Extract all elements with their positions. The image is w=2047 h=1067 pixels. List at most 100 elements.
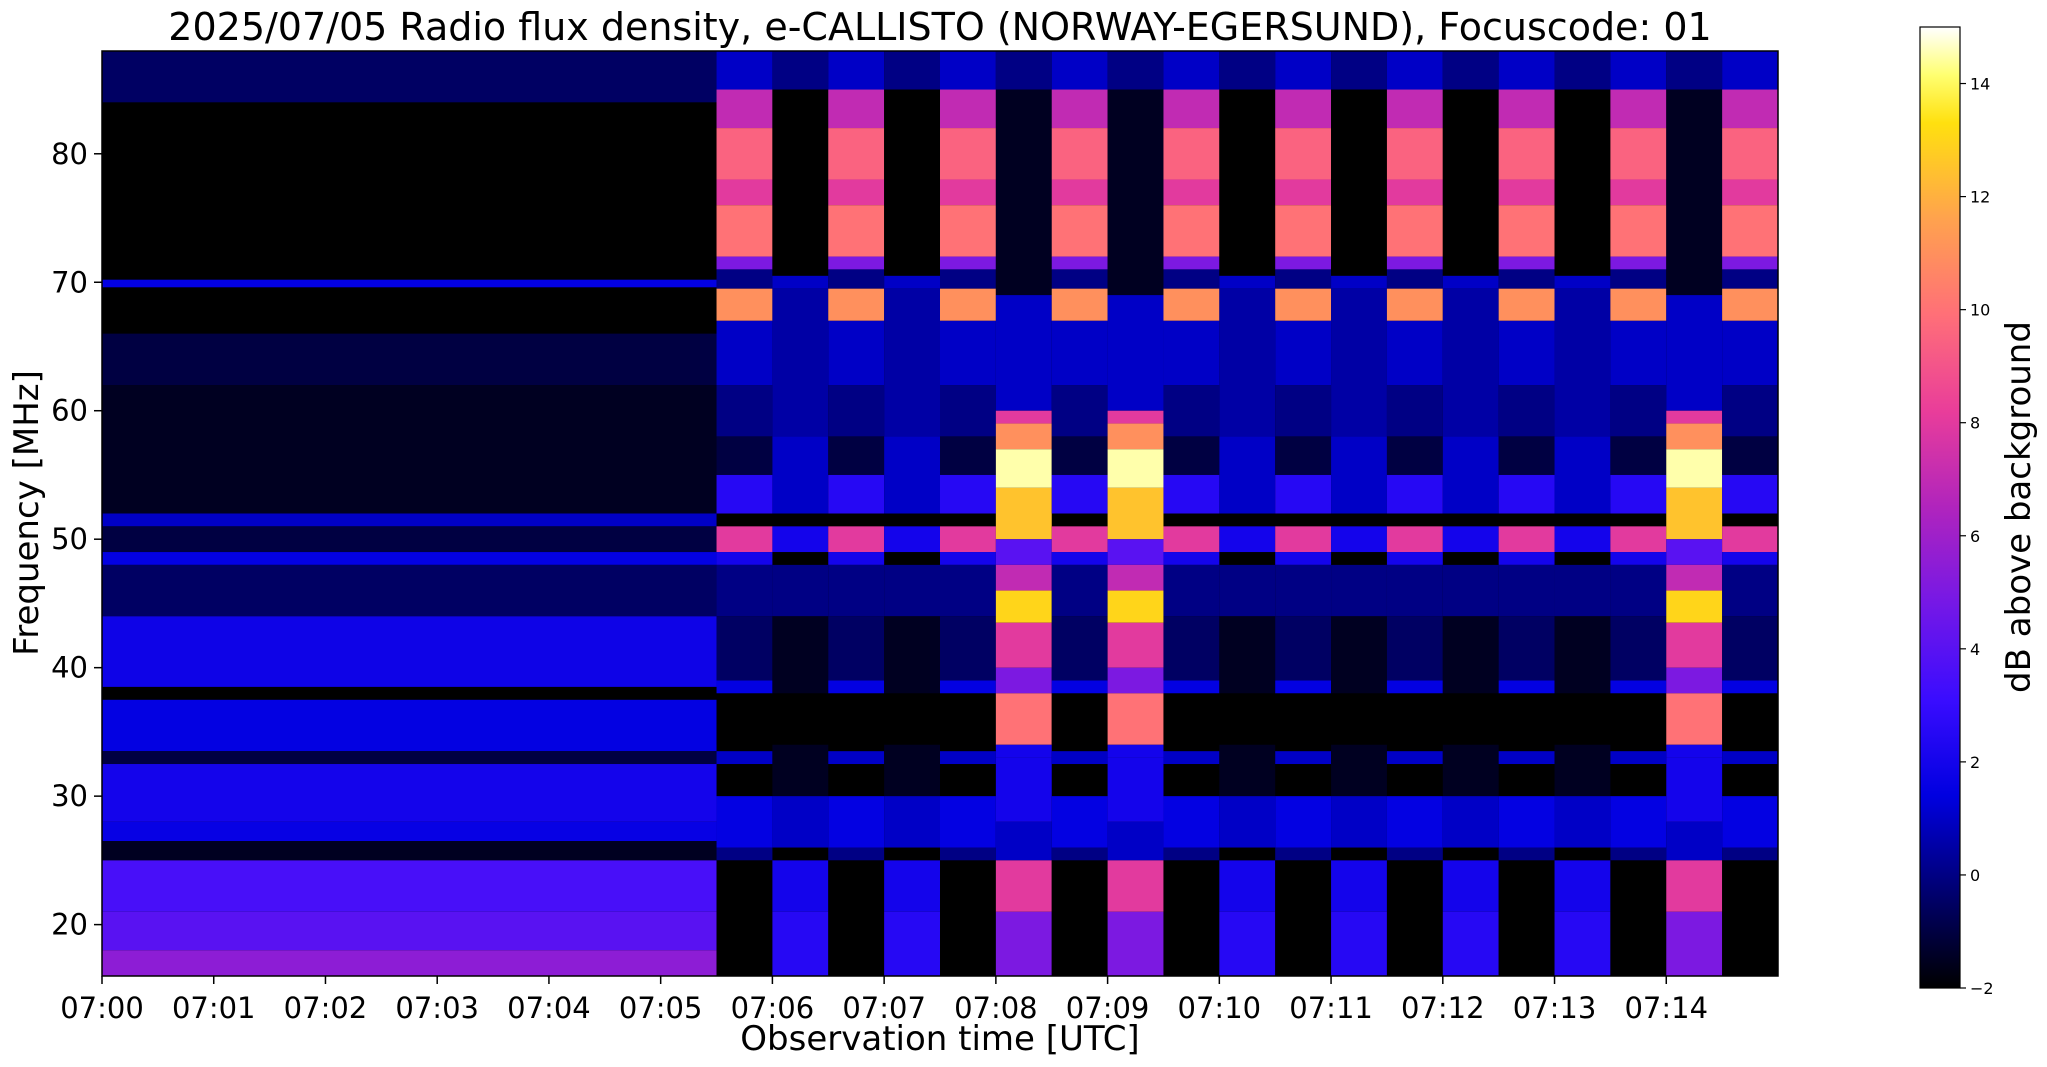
spectrogram-band <box>940 256 996 270</box>
spectrogram-band <box>1051 564 1108 617</box>
spectrogram-band <box>1275 128 1332 180</box>
spectrogram-band <box>1107 757 1164 822</box>
spectrogram-band <box>1386 751 1443 765</box>
y-tick-label: 70 <box>51 265 88 299</box>
spectrogram-band <box>716 693 773 745</box>
spectrogram-band <box>1219 564 1276 617</box>
spectrogram-band <box>1722 51 1778 90</box>
spectrogram-band <box>1163 693 1220 745</box>
spectrogram-band <box>1107 449 1164 488</box>
spectrogram-band <box>1498 51 1555 90</box>
spectrogram-band <box>772 796 829 848</box>
spectrogram-band <box>995 744 1052 758</box>
spectrogram-band <box>1275 751 1332 765</box>
x-tick-label: 07:13 <box>1513 991 1597 1025</box>
spectrogram-band <box>772 860 829 912</box>
x-tick-label: 07:05 <box>619 991 703 1025</box>
spectrogram-band <box>1386 288 1443 321</box>
spectrogram-band <box>1275 256 1332 270</box>
spectrogram-band <box>828 288 885 321</box>
x-tick-label: 07:07 <box>842 991 926 1025</box>
spectrogram-band <box>716 616 773 681</box>
spectrogram-band <box>1275 205 1332 257</box>
spectrogram-band <box>1163 474 1220 514</box>
spectrogram-band <box>1666 51 1723 90</box>
spectrogram-band <box>1275 288 1332 321</box>
spectrogram-band <box>716 751 773 765</box>
spectrogram-band <box>1722 89 1778 129</box>
spectrogram-band <box>1722 564 1778 617</box>
spectrogram-band <box>1051 269 1108 289</box>
x-tick-label: 07:10 <box>1178 991 1262 1025</box>
spectrogram-band <box>1051 436 1108 475</box>
spectrogram-band <box>716 320 773 386</box>
spectrogram-band <box>1722 269 1778 289</box>
spectrogram-band <box>1722 179 1778 206</box>
x-tick-label: 07:06 <box>731 991 815 1025</box>
colorbar-tick-label: 4 <box>1970 640 1980 659</box>
spectrogram-band <box>1610 320 1667 386</box>
spectrogram-band <box>716 205 773 257</box>
x-tick-label: 07:00 <box>60 991 144 1025</box>
spectrogram-band <box>1666 89 1723 296</box>
spectrogram-band <box>1163 179 1220 206</box>
spectrogram-band <box>102 616 717 687</box>
spectrogram-band <box>1107 51 1164 90</box>
spectrogram-band <box>1498 847 1555 861</box>
spectrogram-band <box>1331 911 1387 976</box>
spectrogram-band <box>716 288 773 321</box>
spectrogram-band <box>1331 51 1387 90</box>
spectrogram-band <box>995 449 1052 488</box>
spectrogram-band <box>1722 847 1778 861</box>
spectrogram-band <box>102 751 717 765</box>
spectrogram-band <box>940 89 996 129</box>
spectrogram-band <box>716 128 773 180</box>
spectrogram-band <box>1610 179 1667 206</box>
spectrogram-band <box>772 911 829 976</box>
x-tick-label: 07:08 <box>954 991 1038 1025</box>
spectrogram-band <box>1722 320 1778 386</box>
spectrogram-band <box>1498 564 1555 617</box>
spectrogram-band <box>102 333 717 386</box>
spectrogram-band <box>1051 680 1108 694</box>
spectrogram-band <box>1331 796 1387 848</box>
y-tick-label: 40 <box>51 651 88 685</box>
spectrogram-band <box>828 205 885 257</box>
spectrogram-band <box>1163 860 1220 976</box>
spectrogram-band <box>995 860 1052 912</box>
spectrogram-band <box>1610 552 1667 565</box>
spectrogram-band <box>1219 911 1276 976</box>
spectrogram-band <box>1498 860 1555 976</box>
spectrogram-band <box>1666 487 1723 540</box>
spectrogram-band <box>940 269 996 289</box>
spectrogram-band <box>1442 51 1499 90</box>
spectrogram-band <box>1051 205 1108 257</box>
spectrogram-band <box>940 616 996 681</box>
y-axis-label: Frequency [MHz] <box>7 370 47 656</box>
spectrogram-band <box>1051 385 1108 437</box>
spectrogram-band <box>1275 693 1332 745</box>
spectrogram-band <box>1219 616 1276 694</box>
spectrogram-band <box>1498 680 1555 694</box>
spectrogram-band <box>102 564 717 617</box>
spectrogram-band <box>940 436 996 475</box>
spectrogram-band <box>1554 860 1611 912</box>
spectrogram-band <box>1386 616 1443 681</box>
spectrogram-band <box>1219 89 1276 276</box>
spectrogram-band <box>1610 616 1667 681</box>
spectrogram-band <box>1610 847 1667 861</box>
spectrogram-band <box>1442 616 1499 694</box>
spectrogram-band <box>828 436 885 475</box>
colorbar-label: dB above background <box>1999 321 2039 693</box>
spectrogram-band <box>1666 693 1723 745</box>
spectrogram-band <box>1107 667 1164 694</box>
spectrogram-band <box>1219 693 1276 745</box>
spectrogram-band <box>1610 256 1667 270</box>
spectrogram-band <box>1051 179 1108 206</box>
spectrogram-band <box>1163 128 1220 180</box>
spectrogram-band <box>1666 295 1723 411</box>
spectrogram-band <box>828 128 885 180</box>
spectrogram-band <box>1051 847 1108 861</box>
spectrogram-band <box>1163 256 1220 270</box>
